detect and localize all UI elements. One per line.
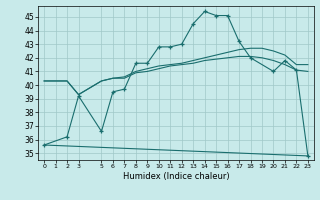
X-axis label: Humidex (Indice chaleur): Humidex (Indice chaleur) [123, 172, 229, 181]
